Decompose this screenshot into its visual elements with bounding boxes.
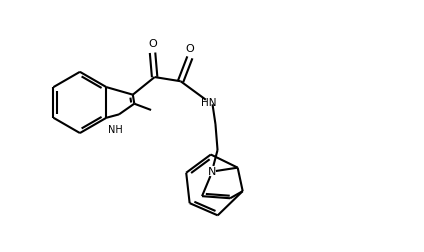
Text: N: N — [208, 166, 217, 176]
Text: HN: HN — [201, 98, 216, 108]
Text: O: O — [185, 44, 194, 53]
Text: O: O — [148, 39, 157, 49]
Text: NH: NH — [108, 124, 123, 134]
